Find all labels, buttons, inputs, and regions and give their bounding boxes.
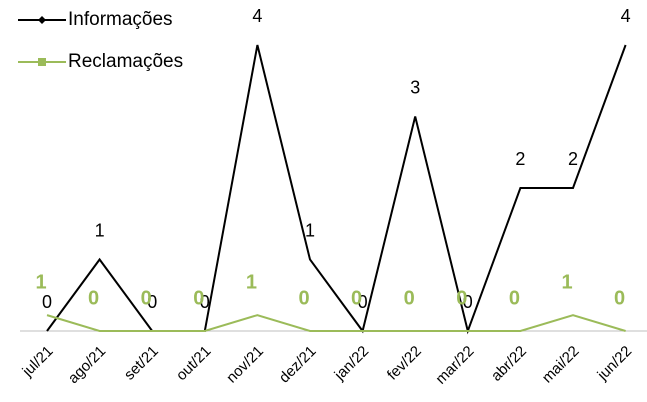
legend-marker — [38, 16, 46, 24]
data-label: 1 — [561, 271, 572, 293]
x-tick-label: out/21 — [173, 343, 215, 385]
data-label: 0 — [147, 292, 157, 312]
data-label: 0 — [141, 287, 152, 309]
x-tick-label: set/21 — [121, 343, 162, 384]
x-tick-label: mai/22 — [539, 343, 583, 387]
data-label: 3 — [410, 77, 420, 97]
series-line — [46, 314, 626, 332]
data-label: 2 — [568, 149, 578, 169]
legend-marker — [38, 58, 46, 66]
x-tick-label: abr/22 — [488, 343, 530, 385]
data-label: 0 — [509, 287, 520, 309]
data-label: 0 — [298, 287, 309, 309]
data-label: 0 — [200, 292, 210, 312]
data-label: 1 — [246, 271, 257, 293]
data-label: 1 — [95, 220, 105, 240]
data-label: 0 — [193, 287, 204, 309]
data-label: 4 — [252, 6, 262, 26]
data-label: 2 — [515, 149, 525, 169]
data-label: 0 — [456, 287, 467, 309]
data-label: 4 — [621, 6, 631, 26]
data-label: 0 — [358, 292, 368, 312]
data-label: 0 — [351, 287, 362, 309]
x-tick-label: ago/21 — [65, 343, 109, 387]
data-label: 0 — [88, 287, 99, 309]
data-label: 0 — [463, 292, 473, 312]
x-tick-label: mar/22 — [432, 343, 477, 388]
x-tick-label: jul/21 — [19, 343, 57, 381]
x-tick-label: nov/21 — [223, 343, 267, 387]
data-label: 0 — [404, 287, 415, 309]
x-tick-label: dez/21 — [276, 343, 320, 387]
data-label: 0 — [614, 287, 625, 309]
legend-label: Reclamações — [68, 51, 183, 72]
x-tick-label: jan/22 — [331, 343, 373, 385]
x-tick-label: jun/22 — [594, 343, 636, 385]
legend-label: Informações — [68, 9, 173, 30]
data-label: 1 — [305, 220, 315, 240]
data-label: 1 — [35, 271, 46, 293]
x-tick-label: fev/22 — [384, 343, 425, 384]
data-label: 0 — [42, 292, 52, 312]
series-line — [46, 44, 627, 335]
